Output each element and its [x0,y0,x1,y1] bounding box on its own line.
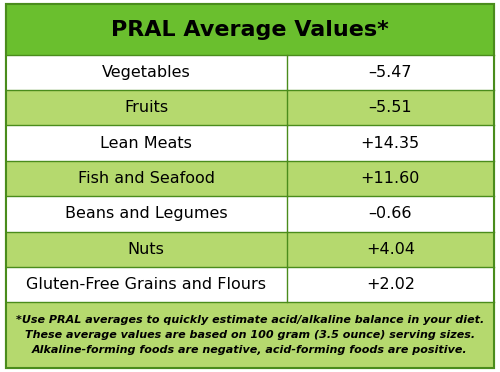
Text: –5.47: –5.47 [368,65,412,80]
Text: +14.35: +14.35 [360,136,420,151]
Bar [6,90,494,125]
Text: Beans and Legumes: Beans and Legumes [65,206,228,221]
Text: *Use PRAL averages to quickly estimate acid/alkaline balance in your diet.
These: *Use PRAL averages to quickly estimate a… [16,315,484,355]
Text: –0.66: –0.66 [368,206,412,221]
Text: PRAL Average Values*: PRAL Average Values* [111,20,389,39]
Bar [6,125,494,161]
Bar [6,196,494,232]
Bar [6,302,494,368]
Text: +2.02: +2.02 [366,277,415,292]
Text: Fruits: Fruits [124,100,168,115]
Bar [6,4,494,55]
Text: Lean Meats: Lean Meats [100,136,192,151]
Text: Vegetables: Vegetables [102,65,190,80]
Text: Fish and Seafood: Fish and Seafood [78,171,215,186]
Bar [6,267,494,302]
Bar [6,161,494,196]
Bar [6,55,494,90]
Text: +4.04: +4.04 [366,242,415,257]
Text: Gluten-Free Grains and Flours: Gluten-Free Grains and Flours [26,277,266,292]
Text: Nuts: Nuts [128,242,164,257]
Bar [6,232,494,267]
Text: +11.60: +11.60 [360,171,420,186]
Text: –5.51: –5.51 [368,100,412,115]
